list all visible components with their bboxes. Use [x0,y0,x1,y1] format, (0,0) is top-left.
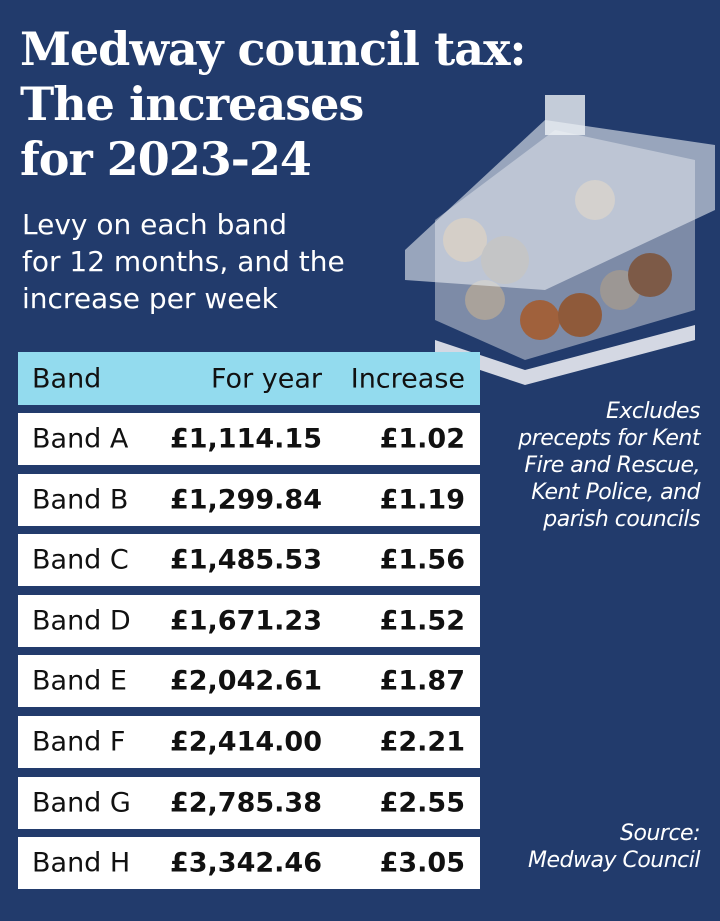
column-header: Increase [350,363,465,394]
cell: Band H [32,847,131,879]
cell: Band A [32,423,129,455]
title-line: Medway council tax: [20,22,527,76]
note-line: precepts for Kent [518,426,700,451]
table-row: Band D £1,671.23 £1.52 [18,594,480,647]
cell: £3,342.46 [169,847,322,879]
subtitle-line: increase per week [22,282,278,315]
cell: Band E [32,665,127,697]
note-line: Excludes [605,399,701,424]
source-line: Source: [620,821,700,846]
subtitle: Levy on each band for 12 months, and the i… [22,206,345,317]
cell: £1,299.84 [169,484,322,516]
base [435,325,695,385]
table-row: Band H £3,342.46 £3.05 [18,837,480,890]
cell: £1.02 [379,423,465,455]
cell: £1,485.53 [169,544,322,576]
header-row: Band For year Increase [18,352,480,405]
chimney [545,95,585,135]
cell: £2.21 [379,726,465,758]
cell: £2,785.38 [169,787,322,819]
table-row: Band F £2,414.00 £2.21 [18,716,480,768]
table-row: Band G £2,785.38 £2.55 [18,776,480,829]
cell: £1.56 [379,544,465,576]
note-line: parish councils [543,507,700,532]
subtitle-line: Levy on each band [22,208,288,241]
cell: £1.52 [379,605,465,637]
cell: £1,671.23 [169,605,322,637]
cell: Band G [32,787,131,819]
cell: £2,414.00 [169,726,322,758]
column-header: For year [210,363,322,394]
table-row: Band A £1,114.15 £1.02 [18,413,480,465]
subtitle-line: for 12 months, and the [22,245,345,278]
cell: Band D [32,605,131,637]
title-line: for 2023-24 [20,132,312,186]
column-header: Band [32,363,102,394]
table-row: Band C £1,485.53 £1.56 [18,534,480,587]
cell: £1,114.15 [169,423,322,455]
table-row: Band E £2,042.61 £1.87 [18,655,480,708]
table-row: Band B £1,299.84 £1.19 [18,473,480,526]
cell: Band C [32,544,129,576]
source-line: Medway Council [528,848,701,873]
cell: £2.55 [379,787,465,819]
note-line: Kent Police, and [531,480,700,505]
title-line: The increases [20,77,364,131]
title: Medway council tax: The increases for 2023… [20,22,527,187]
cell: Band B [32,484,129,516]
cell: £1.87 [379,665,465,697]
note-line: Fire and Rescue, [524,453,700,478]
source: Source: Medway Council [528,820,701,874]
cell: £2,042.61 [169,665,322,697]
roof [405,120,715,290]
house-illustration [405,95,715,385]
cell: Band F [32,726,126,758]
cell: £1.19 [379,484,465,516]
cell: £3.05 [379,847,465,879]
note: Excludes precepts for Kent Fire and Rescue… [518,398,700,533]
